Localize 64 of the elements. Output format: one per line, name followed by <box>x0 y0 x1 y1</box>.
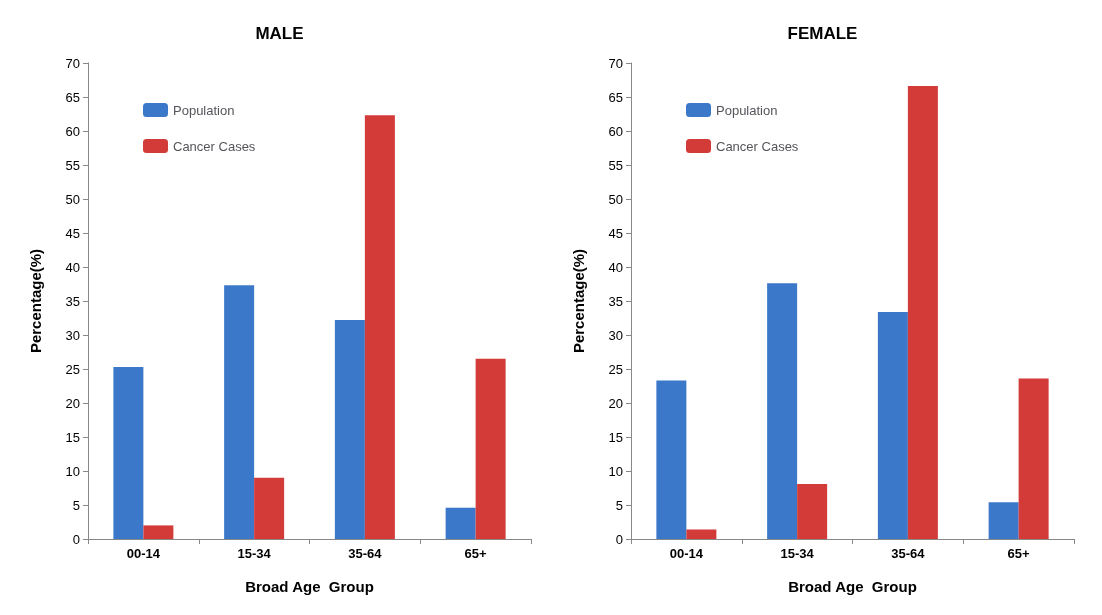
x-tick-label: 35-64 <box>348 546 383 561</box>
bar <box>767 283 798 539</box>
y-tick-label: 70 <box>65 55 80 71</box>
y-tick-label: 45 <box>65 225 80 241</box>
y-axis-title: Percentage(%) <box>27 248 44 354</box>
y-tick-label: 30 <box>608 327 623 343</box>
y-tick-label: 40 <box>65 259 80 275</box>
legend-label: Population <box>716 102 778 118</box>
y-tick-label: 65 <box>65 89 80 105</box>
x-tick-label: 15-34 <box>780 546 815 561</box>
y-tick-label: 20 <box>65 395 80 411</box>
bar <box>224 285 255 539</box>
y-tick-label: 60 <box>608 123 623 139</box>
bar <box>254 477 285 539</box>
y-tick-label: 55 <box>65 157 80 173</box>
y-tick-label: 30 <box>65 327 80 343</box>
y-tick-label: 60 <box>65 123 80 139</box>
y-tick-label: 55 <box>608 157 623 173</box>
chart-title: FEMALE <box>787 24 858 43</box>
y-tick-label: 50 <box>65 191 80 207</box>
bar <box>475 358 506 539</box>
y-tick-label: 20 <box>608 395 623 411</box>
y-tick-label: 65 <box>608 89 623 105</box>
x-tick-label: 00-14 <box>669 546 704 561</box>
bar <box>1018 378 1049 539</box>
x-tick-label: 65+ <box>464 546 488 561</box>
y-tick-label: 35 <box>65 293 80 309</box>
y-tick-label: 5 <box>615 497 623 513</box>
bar <box>656 380 687 539</box>
legend-label: Population <box>173 102 235 118</box>
bar <box>143 525 174 539</box>
x-tick-label: 00-14 <box>126 546 161 561</box>
legend-label: Cancer Cases <box>173 138 256 154</box>
bar <box>988 502 1019 539</box>
bar <box>907 86 938 539</box>
y-tick-label: 0 <box>615 531 623 547</box>
bar <box>445 507 476 539</box>
x-tick-label: 35-64 <box>891 546 926 561</box>
bar <box>686 529 717 539</box>
bar <box>364 115 395 539</box>
x-tick-label: 65+ <box>1007 546 1031 561</box>
x-axis-title: Broad Age Group <box>788 578 917 595</box>
bar <box>877 311 908 539</box>
y-axis-title: Percentage(%) <box>570 248 587 354</box>
y-tick-label: 35 <box>608 293 623 309</box>
bar <box>113 366 144 539</box>
bar <box>334 320 365 539</box>
legend-label: Cancer Cases <box>716 138 799 154</box>
x-axis-title: Broad Age Group <box>245 578 374 595</box>
y-tick-label: 0 <box>72 531 80 547</box>
bar <box>797 483 828 539</box>
y-tick-label: 40 <box>608 259 623 275</box>
y-tick-label: 25 <box>608 361 623 377</box>
y-tick-label: 70 <box>608 55 623 71</box>
y-tick-label: 10 <box>608 463 623 479</box>
y-tick-label: 10 <box>65 463 80 479</box>
y-tick-label: 50 <box>608 191 623 207</box>
y-tick-label: 15 <box>608 429 623 445</box>
chart-title: MALE <box>255 24 304 43</box>
y-tick-label: 25 <box>65 361 80 377</box>
y-tick-label: 15 <box>65 429 80 445</box>
y-tick-label: 45 <box>608 225 623 241</box>
x-tick-label: 15-34 <box>237 546 272 561</box>
y-tick-label: 5 <box>72 497 80 513</box>
